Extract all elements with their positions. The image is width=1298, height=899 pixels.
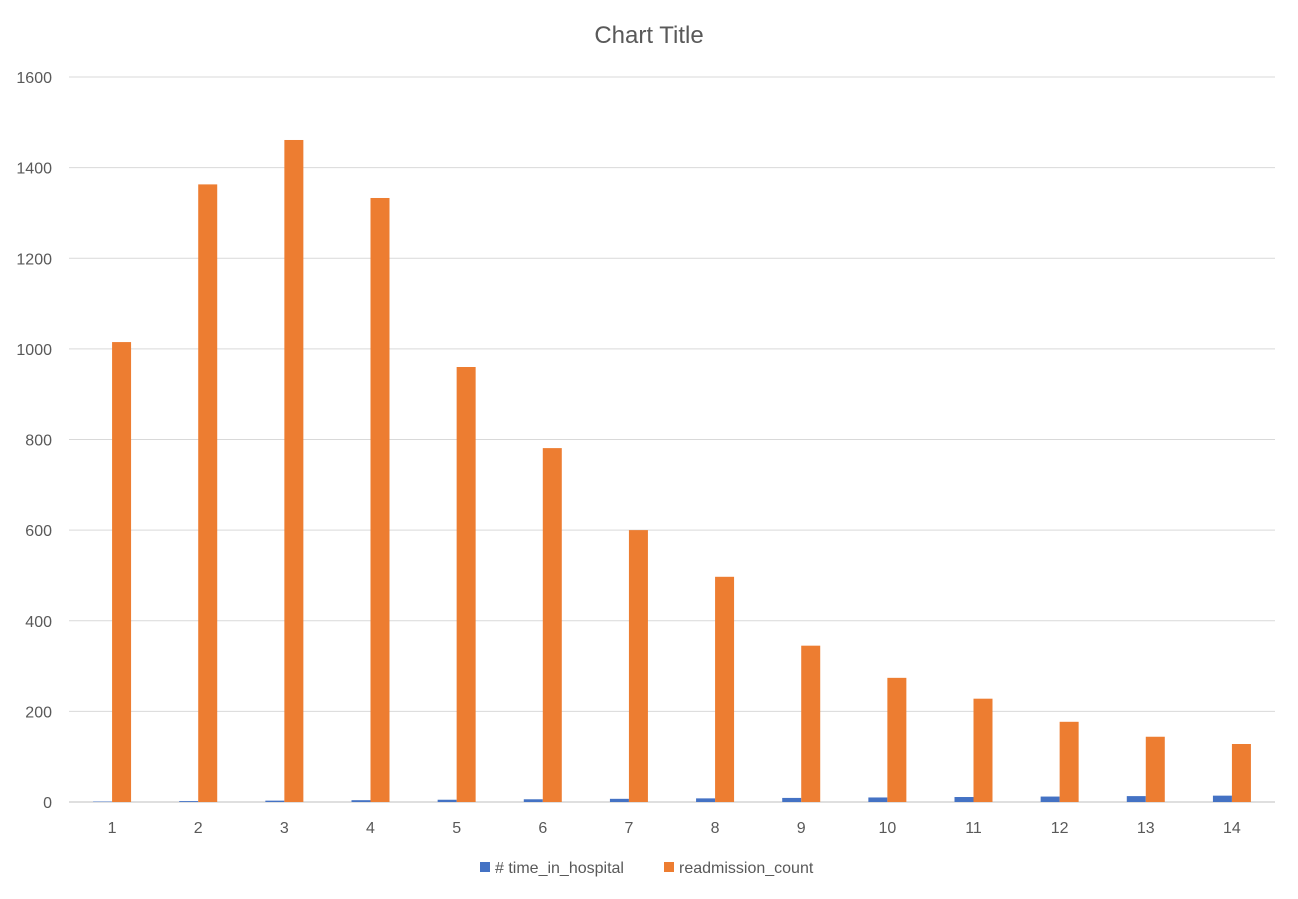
y-tick-label: 600 xyxy=(25,523,52,540)
y-tick-label: 200 xyxy=(25,704,52,721)
chart-title: Chart Title xyxy=(594,22,703,49)
legend-label: readmission_count xyxy=(679,860,814,877)
bar-readmission-count xyxy=(628,530,648,802)
bar-readmission-count xyxy=(715,576,735,802)
bar-time-in-hospital xyxy=(523,799,543,802)
bar-readmission-count xyxy=(1231,744,1251,802)
bar-time-in-hospital xyxy=(1212,795,1232,802)
bar-time-in-hospital xyxy=(1126,796,1146,802)
bar-time-in-hospital xyxy=(954,797,974,802)
y-tick-label: 1600 xyxy=(16,70,52,87)
gridlines xyxy=(69,76,1275,803)
bar-readmission-count xyxy=(456,367,476,802)
x-tick-label: 5 xyxy=(452,820,461,837)
x-tick-label: 14 xyxy=(1223,820,1241,837)
x-tick-label: 6 xyxy=(538,820,547,837)
x-tick-label: 2 xyxy=(194,820,203,837)
x-tick-label: 4 xyxy=(366,820,375,837)
legend-swatch xyxy=(664,862,674,872)
x-tick-label: 12 xyxy=(1051,820,1069,837)
bar-time-in-hospital xyxy=(1040,796,1060,802)
bar-readmission-count xyxy=(801,645,821,802)
legend: # time_in_hospital readmission_count xyxy=(480,860,814,877)
bar-time-in-hospital xyxy=(609,798,629,802)
bar-time-in-hospital xyxy=(696,798,716,802)
bar-readmission-count xyxy=(198,184,218,802)
y-tick-label: 1400 xyxy=(16,161,52,178)
x-axis-ticks: 1 2 3 4 5 6 7 8 9 10 11 12 13 14 xyxy=(108,820,1241,837)
bar-readmission-count xyxy=(887,677,907,802)
bar-time-in-hospital xyxy=(179,801,199,802)
y-tick-label: 1200 xyxy=(16,251,52,268)
x-tick-label: 8 xyxy=(711,820,720,837)
x-tick-label: 13 xyxy=(1137,820,1155,837)
x-tick-label: 10 xyxy=(878,820,896,837)
bar-readmission-count xyxy=(1059,721,1079,802)
x-tick-label: 7 xyxy=(624,820,633,837)
x-tick-label: 3 xyxy=(280,820,289,837)
bar-readmission-count xyxy=(542,448,562,802)
y-axis-ticks: 0 200 400 600 800 1000 1200 1400 1600 xyxy=(16,70,52,812)
x-tick-label: 1 xyxy=(108,820,117,837)
bar-time-in-hospital xyxy=(437,799,457,802)
bar-time-in-hospital xyxy=(265,800,285,802)
bar-time-in-hospital xyxy=(868,797,888,802)
y-tick-label: 0 xyxy=(43,795,52,812)
y-tick-label: 400 xyxy=(25,614,52,631)
y-tick-label: 800 xyxy=(25,433,52,450)
bar-readmission-count xyxy=(284,139,304,802)
y-tick-label: 1000 xyxy=(16,342,52,359)
bar-readmission-count xyxy=(1145,736,1165,802)
bar-readmission-count xyxy=(370,197,390,802)
bar-readmission-count xyxy=(112,342,132,802)
x-tick-label: 11 xyxy=(965,820,982,837)
x-tick-label: 9 xyxy=(797,820,806,837)
legend-label: # time_in_hospital xyxy=(495,860,624,877)
bar-time-in-hospital xyxy=(351,800,371,802)
legend-swatch xyxy=(480,862,490,872)
bar-time-in-hospital xyxy=(782,797,802,802)
bar-readmission-count xyxy=(973,698,993,802)
bars xyxy=(93,139,1251,802)
